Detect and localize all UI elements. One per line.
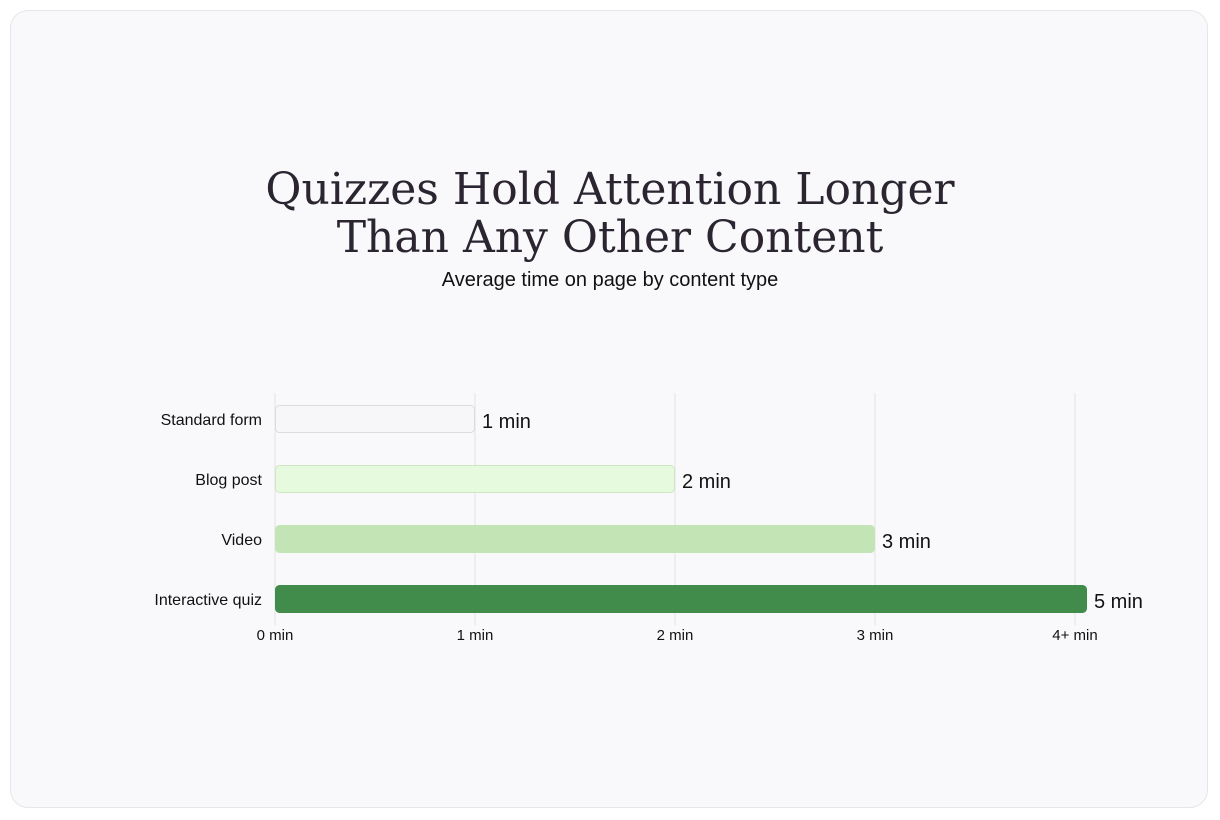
bar-0 xyxy=(275,405,475,433)
x-tick-label-4: 4+ min xyxy=(1052,627,1097,644)
chart-subtitle: Average time on page by content type xyxy=(441,269,779,291)
value-label-1: 2 min xyxy=(682,471,731,493)
value-label-0: 1 min xyxy=(482,411,531,433)
value-label-3: 5 min xyxy=(1094,591,1143,613)
bar-2 xyxy=(275,525,875,553)
category-label-3: Interactive quiz xyxy=(154,592,262,609)
x-tick-label-2: 2 min xyxy=(657,627,694,644)
category-label-2: Video xyxy=(221,532,262,549)
value-label-2: 3 min xyxy=(882,531,931,553)
chart-title: Quizzes Hold Attention Longer Than Any O… xyxy=(11,166,1209,262)
x-tick-label-0: 0 min xyxy=(257,627,294,644)
chart-title-line-2: Than Any Other Content xyxy=(336,212,884,263)
bar-3 xyxy=(275,585,1087,613)
chart-card: Quizzes Hold Attention Longer Than Any O… xyxy=(10,10,1208,808)
bar-1 xyxy=(275,465,675,493)
x-tick-label-1: 1 min xyxy=(457,627,494,644)
x-tick-label-3: 3 min xyxy=(857,627,894,644)
chart-title-line-1: Quizzes Hold Attention Longer xyxy=(265,164,955,215)
category-label-1: Blog post xyxy=(195,472,262,489)
category-label-0: Standard form xyxy=(161,412,262,429)
